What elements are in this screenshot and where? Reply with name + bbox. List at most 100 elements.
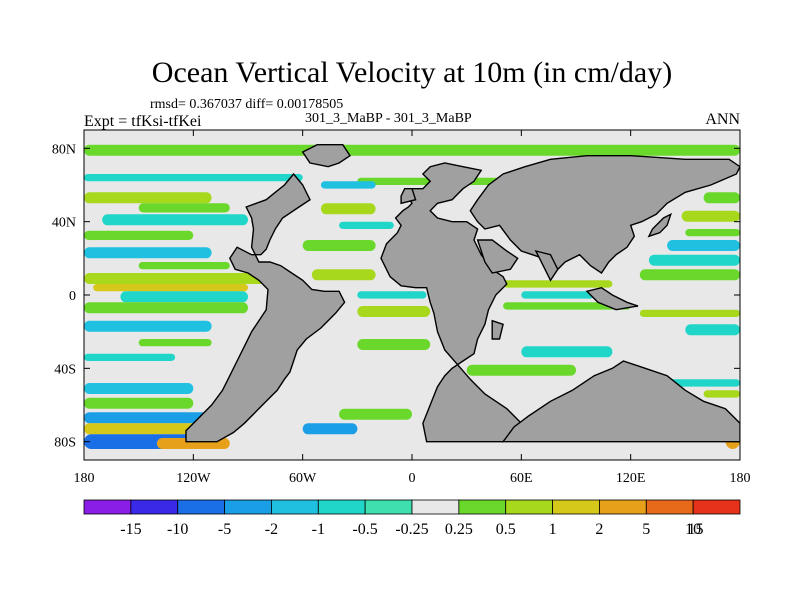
land-europe-africa: [380, 162, 523, 443]
colorbar-swatch-7: [411, 499, 460, 515]
field-band-14: [138, 339, 212, 347]
colorbar-label-8: 0.5: [496, 521, 516, 538]
y-tick-label-4: 80S: [54, 436, 76, 451]
stats-line: rmsd= 0.367037 diff= 0.00178505: [150, 97, 343, 112]
experiment-label: Expt = tfKsi-tfKei: [84, 113, 202, 130]
colorbar-swatch-6: [364, 499, 413, 515]
field-band-15: [84, 353, 176, 361]
field-band-41: [703, 192, 740, 204]
field-band-16: [84, 383, 194, 394]
x-tick-label-4: 60E: [510, 471, 533, 486]
colorbar-label-13: 15: [688, 521, 704, 538]
field-band-33: [521, 291, 595, 299]
land-arabia: [476, 239, 519, 274]
field-band-23: [339, 408, 412, 420]
land-india: [534, 249, 559, 282]
field-band-22: [302, 423, 358, 435]
field-band-38: [667, 240, 740, 251]
field-band-25: [320, 203, 376, 215]
field-band-27: [302, 240, 376, 251]
field-band-44: [466, 364, 576, 376]
field-band-10: [93, 284, 248, 292]
y-tick-label-2: 0: [69, 289, 76, 304]
land-australia-antarctica: [501, 360, 740, 443]
colorbar-label-11: 5: [642, 521, 650, 538]
field-band-12: [84, 302, 248, 314]
x-tick-label-5: 120E: [616, 471, 646, 486]
colorbar-label-4: -1: [312, 521, 325, 538]
colorbar-label-10: 2: [595, 521, 603, 538]
land-uk: [400, 187, 417, 205]
field-band-11: [120, 291, 248, 303]
land-greenland: [301, 143, 351, 168]
field-band-4: [138, 203, 230, 213]
colorbar-swatch-4: [271, 499, 319, 515]
colorbar-swatch-0: [83, 499, 132, 515]
x-tick-label-1: 120W: [176, 471, 211, 486]
colorbar-label-3: -2: [265, 521, 278, 538]
case-line: 301_3_MaBP - 301_3_MaBP: [305, 111, 472, 126]
land-madagascar: [491, 319, 504, 340]
field-band-19: [84, 423, 212, 435]
field-band-39: [685, 229, 740, 237]
field-band-28: [311, 269, 376, 281]
y-tick-label-3: 40S: [54, 362, 76, 377]
colorbar-label-7: 0.25: [445, 521, 473, 538]
field-band-5: [102, 214, 248, 226]
field-band-43: [521, 346, 613, 358]
colorbar-swatch-3: [224, 499, 272, 515]
field-band-3: [84, 192, 212, 204]
field-band-24: [320, 181, 376, 189]
x-tick-label-3: 0: [409, 471, 416, 486]
land-mask: [185, 143, 740, 443]
chart-title: Ocean Vertical Velocity at 10m (in cm/da…: [152, 56, 672, 89]
field-band-7: [84, 247, 212, 259]
land-indonesia: [585, 286, 639, 311]
colorbar-label-6: -0.25: [395, 521, 428, 538]
field-band-30: [357, 306, 431, 317]
colorbar-label-0: -15: [120, 521, 141, 538]
field-band-1: [84, 174, 303, 182]
field-band-34: [503, 302, 631, 310]
field-band-40: [681, 210, 740, 222]
y-tick-label-1: 40N: [52, 216, 76, 231]
colorbar-swatch-13: [692, 499, 741, 515]
field-band-31: [357, 339, 431, 350]
field-band-37: [648, 254, 740, 266]
colorbar-swatch-8: [458, 499, 507, 515]
x-tick-label-0: 180: [74, 471, 95, 486]
colorbar-label-2: -5: [218, 521, 231, 538]
field-band-35: [639, 309, 740, 317]
field-band-18: [84, 412, 212, 424]
land-japan: [647, 212, 673, 238]
field-band-6: [84, 230, 194, 240]
field-band-26: [339, 221, 394, 229]
field-band-36: [639, 269, 740, 281]
field-band-17: [84, 397, 194, 409]
field-band-46: [703, 390, 740, 398]
x-tick-label-2: 60W: [289, 471, 317, 486]
colorbar-swatch-11: [599, 499, 647, 515]
colorbar-swatch-9: [505, 499, 553, 515]
x-tick-label-6: 180: [730, 471, 751, 486]
colorbar-swatch-1: [130, 499, 179, 515]
field-band-0: [84, 144, 740, 156]
field-band-8: [138, 262, 230, 270]
field-band-13: [84, 320, 212, 332]
colorbar-swatch-5: [317, 499, 366, 515]
season-label: ANN: [705, 111, 740, 128]
field-band-42: [685, 324, 740, 336]
colorbar-swatch-12: [645, 499, 694, 515]
field-band-29: [357, 291, 427, 299]
field-band-45: [667, 379, 740, 387]
land-americas: [185, 172, 346, 443]
axis-ticks: 180 120W 60W 0 60E 120E 180 80N 40N 0 40S 80S: [52, 130, 751, 486]
colorbar-label-1: -10: [167, 521, 188, 538]
colorbar-label-5: -0.5: [352, 521, 377, 538]
colorbar-label-9: 1: [549, 521, 557, 538]
field-band-9: [84, 273, 267, 284]
colorbar-swatch-2: [177, 499, 225, 515]
field-band-32: [503, 280, 613, 288]
